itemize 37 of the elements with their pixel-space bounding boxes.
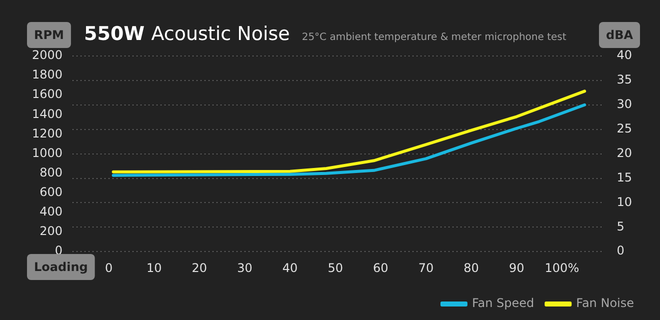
x-tick-label: 90 bbox=[508, 260, 524, 275]
legend-label: Fan Noise bbox=[576, 296, 634, 310]
y2-tick-label: 40 bbox=[616, 48, 632, 62]
y2-tick-label: 20 bbox=[616, 146, 632, 160]
x-tick-label: 20 bbox=[192, 260, 208, 275]
y-tick-label: 1400 bbox=[32, 106, 63, 121]
y-tick-label: 200 bbox=[40, 224, 63, 238]
y-tick-label: 600 bbox=[40, 185, 63, 200]
x-tick-label: 60 bbox=[373, 260, 388, 275]
chart-title: 550W Acoustic Noise bbox=[84, 23, 290, 45]
x-tick-label: 100% bbox=[544, 260, 580, 275]
y2-axis-title: dBA bbox=[606, 28, 634, 42]
y-tick-label: 1000 bbox=[32, 146, 63, 160]
y-tick-label: 400 bbox=[40, 204, 63, 219]
y-tick-label: 1600 bbox=[32, 87, 63, 102]
y-tick-label: 2000 bbox=[32, 48, 63, 62]
legend-label: Fan Speed bbox=[472, 296, 534, 310]
y2-tick-label: 35 bbox=[616, 72, 632, 87]
y-tick-label: 1800 bbox=[32, 68, 63, 82]
x-tick-label: 80 bbox=[464, 260, 479, 275]
x-tick-label: 30 bbox=[237, 260, 252, 275]
x-tick-label: 0 bbox=[104, 260, 113, 275]
y2-tick-label: 5 bbox=[616, 219, 624, 234]
y2-tick-label: 15 bbox=[616, 170, 632, 184]
y2-tick-label: 25 bbox=[616, 121, 632, 136]
y2-tick-label: 0 bbox=[616, 244, 624, 258]
y-tick-label: 800 bbox=[40, 165, 63, 180]
x-axis-title: Loading bbox=[34, 260, 88, 274]
y2-tick-label: 10 bbox=[616, 194, 632, 209]
y-axis-title: RPM bbox=[34, 28, 64, 42]
x-tick-label: 10 bbox=[146, 260, 162, 275]
x-tick-label: 40 bbox=[282, 260, 298, 275]
x-tick-label: 50 bbox=[328, 260, 344, 275]
y2-tick-label: 30 bbox=[616, 97, 632, 112]
chart-subtitle: 25°C ambient temperature & meter microphone test bbox=[302, 32, 566, 43]
y-tick-label: 1200 bbox=[32, 126, 63, 140]
x-tick-label: 70 bbox=[418, 260, 434, 275]
